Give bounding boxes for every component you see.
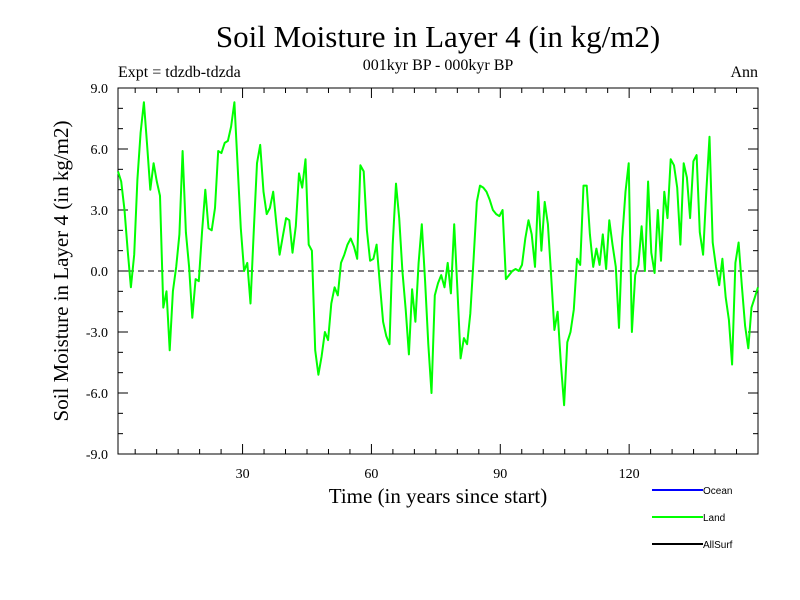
experiment-label: Expt = tdzdb-tdzda [118, 64, 241, 81]
chart-subtitle: 001kyr BP - 000kyr BP [363, 57, 514, 74]
axis-ticks [118, 87, 759, 455]
x-tick-label: 120 [619, 467, 640, 482]
x-axis-label: Time (in years since start) [329, 484, 548, 508]
y-tick-label: -9.0 [86, 448, 108, 463]
x-tick-label: 60 [364, 467, 378, 482]
y-tick-label: 0.0 [91, 265, 109, 280]
y-tick-label: 6.0 [91, 143, 109, 158]
series-group [117, 101, 759, 407]
legend-label-land: Land [703, 513, 725, 524]
legend: Ocean Land AllSurf [652, 486, 733, 551]
y-tick-label: 3.0 [91, 204, 109, 219]
y-tick-label: -3.0 [86, 326, 108, 341]
legend-label-ocean: Ocean [703, 486, 732, 497]
y-axis-label: Soil Moisture in Layer 4 (in kg/m2) [49, 121, 73, 422]
legend-label-allsurf: AllSurf [703, 540, 733, 551]
tick-labels: -9.0 -6.0 -3.0 0.0 3.0 6.0 9.0 30 60 90 120 [86, 82, 640, 482]
y-tick-label: -6.0 [86, 387, 108, 402]
season-label: Ann [730, 64, 758, 81]
series-line-land [117, 101, 759, 407]
chart-title: Soil Moisture in Layer 4 (in kg/m2) [216, 19, 660, 54]
x-tick-label: 90 [493, 467, 507, 482]
y-tick-label: 9.0 [91, 82, 109, 97]
x-tick-label: 30 [236, 467, 250, 482]
